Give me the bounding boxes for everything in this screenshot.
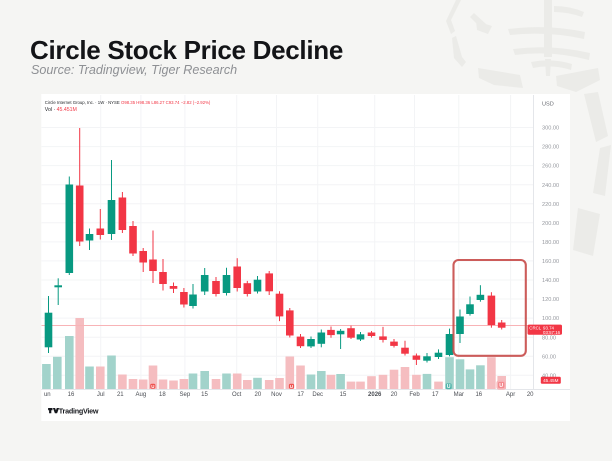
svg-text:Nov: Nov — [271, 392, 282, 398]
svg-text:USD: USD — [542, 102, 554, 108]
svg-text:Circle Internet Group, Inc. ·: Circle Internet Group, Inc. · 1W · NYSE … — [45, 100, 211, 105]
svg-text:200.00: 200.00 — [542, 221, 559, 227]
svg-text:220.00: 220.00 — [542, 202, 559, 208]
svg-text:60.00: 60.00 — [542, 354, 556, 360]
svg-text:45.45M: 45.45M — [543, 378, 558, 383]
svg-text:300.00: 300.00 — [542, 126, 559, 132]
svg-text:20: 20 — [255, 392, 262, 398]
svg-text:Oct: Oct — [232, 392, 242, 398]
svg-text:Dec: Dec — [312, 392, 323, 398]
svg-text:U: U — [447, 384, 451, 390]
svg-text:260.00: 260.00 — [542, 164, 559, 170]
svg-text:120.00: 120.00 — [542, 297, 559, 303]
svg-text:100.00: 100.00 — [542, 316, 559, 322]
svg-text:15: 15 — [340, 392, 347, 398]
svg-text:U: U — [290, 384, 293, 389]
svg-text:93.74: 93.74 — [543, 326, 555, 331]
svg-text:Aug: Aug — [136, 392, 147, 398]
svg-text:Jul: Jul — [97, 392, 105, 398]
svg-text:20: 20 — [391, 392, 398, 398]
svg-text:16: 16 — [475, 392, 482, 398]
svg-text:240.00: 240.00 — [542, 183, 559, 189]
svg-text:TradingView: TradingView — [59, 406, 99, 415]
svg-text:U: U — [499, 383, 503, 389]
svg-text:Feb: Feb — [409, 392, 420, 398]
svg-text:21: 21 — [117, 392, 124, 398]
svg-text:16: 16 — [68, 392, 75, 398]
svg-text:17: 17 — [432, 392, 439, 398]
svg-text:40.00: 40.00 — [542, 373, 556, 379]
svg-text:03:57:16: 03:57:16 — [543, 330, 561, 335]
svg-text:17: 17 — [297, 392, 304, 398]
svg-text:2026: 2026 — [368, 392, 382, 398]
svg-text:Mar: Mar — [454, 392, 464, 398]
svg-text:Sep: Sep — [180, 392, 191, 398]
svg-text:18: 18 — [159, 392, 166, 398]
svg-text:140.00: 140.00 — [542, 278, 559, 284]
svg-text:20: 20 — [527, 392, 534, 398]
svg-text:Vol · 45.451M: Vol · 45.451M — [45, 107, 77, 113]
svg-text:U: U — [151, 384, 154, 389]
svg-text:Apr: Apr — [506, 392, 515, 398]
svg-text:280.00: 280.00 — [542, 145, 559, 151]
svg-text:un: un — [44, 392, 51, 398]
svg-text:160.00: 160.00 — [542, 259, 559, 265]
svg-text:180.00: 180.00 — [542, 240, 559, 246]
svg-text:CRCL: CRCL — [529, 326, 542, 331]
svg-text:15: 15 — [201, 392, 208, 398]
svg-text:80.00: 80.00 — [542, 335, 556, 341]
